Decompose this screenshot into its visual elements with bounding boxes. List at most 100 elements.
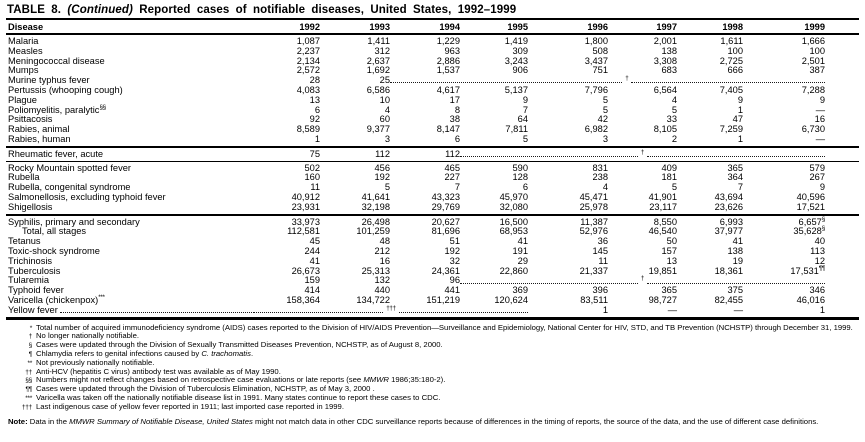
value-cell: 7,288: [801, 84, 825, 95]
value-cell: 23,117: [608, 202, 677, 216]
value-cell: 2,725: [719, 55, 743, 66]
value-cell: 160: [304, 172, 320, 183]
value-cell: 1,692: [366, 65, 390, 76]
value-cell: 2,001: [653, 36, 677, 46]
value-cell: 82,455: [714, 294, 743, 305]
value-cell: 11,387: [580, 216, 608, 227]
footnote: ¶¶ Cases were updated through the Divisio…: [6, 384, 859, 394]
table-row: Tetanus 45 48 51 41 36 50 41 40: [6, 236, 859, 247]
footnote-text: Cases were updated through the Division …: [36, 384, 375, 394]
table-row: Rheumatic fever, acute 75 112 112 †: [6, 146, 859, 162]
value-cell: 112: [320, 146, 390, 162]
disease-label: Meningococcal disease: [8, 55, 105, 66]
value-cell: 41: [517, 236, 528, 247]
value-cell: 6,586: [366, 84, 390, 95]
table-row: Tuberculosis 26,673 25,313 24,361 22,860 21,3…: [6, 265, 859, 277]
disease-label: Psittacosis: [8, 114, 53, 125]
value-cell: 10: [379, 94, 390, 105]
value-cell: 19: [732, 255, 743, 266]
value-cell: 465: [444, 162, 460, 173]
table-section: Rocky Mountain spotted fever 502 456 465 590…: [6, 161, 859, 216]
disease-label: Salmonellosis, excluding typhoid fever: [8, 191, 166, 202]
footnote-text: Not previously nationally notifiable.: [36, 357, 155, 367]
value-cell: 8,550: [653, 216, 677, 227]
note-text-post: might not match data in other CDC survei…: [252, 417, 819, 427]
value-cell: 47: [732, 114, 743, 125]
value-cell: 26,498: [361, 216, 390, 227]
disease-label: Tularemia: [8, 275, 49, 286]
value-cell: 18,361: [714, 265, 743, 276]
value-cell: 831: [592, 162, 608, 173]
value-cell: —: [677, 305, 743, 320]
value-cell: 396: [592, 285, 608, 296]
value-cell: 1,087: [296, 36, 320, 46]
value-cell: 6: [314, 104, 320, 115]
value-cell: 1: [528, 305, 608, 320]
column-header: 1997: [608, 20, 677, 35]
disease-label: Pertussis (whooping cough): [8, 84, 123, 95]
table-row: Rocky Mountain spotted fever 502 456 465 590…: [6, 161, 859, 173]
value-cell: 16: [814, 114, 825, 125]
value-cell: 414: [304, 285, 320, 296]
value-cell: 365: [727, 162, 743, 173]
footnote: ** Not previously nationally notifiable.: [6, 357, 859, 368]
value-cell: 100: [809, 45, 825, 56]
value-cell: 5: [602, 104, 608, 115]
value-cell: 7,796: [584, 84, 608, 95]
footnote: ¶ Chlamydia refers to genital infections …: [6, 348, 859, 359]
disease-label: Malaria: [8, 36, 39, 46]
value-cell: 4: [671, 94, 677, 105]
value-cell: 267: [809, 172, 825, 183]
value-cell: 441: [444, 285, 460, 296]
disease-label: Rabies, human: [6, 134, 254, 148]
value-cell: 128: [512, 172, 528, 183]
value-cell: 369: [512, 285, 528, 296]
value-cell: 6,730: [801, 124, 825, 135]
footnote-marker: §: [821, 225, 826, 233]
value-cell: 191: [512, 245, 528, 256]
column-header: 1998: [677, 20, 743, 35]
table-row: Total, all stages 112,581 101,259 81,696 68,…: [6, 225, 859, 237]
value-cell: 9: [737, 94, 743, 105]
value-cell: 7: [522, 104, 528, 115]
table-row: Varicella (chickenpox)*** 158,364 134,722 1…: [6, 293, 859, 306]
footnote: ††† Last indigenous case of yellow fever …: [6, 401, 859, 412]
table-row: Salmonellosis, excluding typhoid fever 40…: [6, 191, 859, 203]
value-cell: 46,540: [648, 226, 677, 237]
value-cell: 1: [743, 305, 859, 320]
column-header: 1993: [320, 20, 390, 35]
value-cell: 5: [460, 134, 528, 148]
value-cell: 38: [449, 114, 460, 125]
value-cell: 159: [304, 275, 320, 286]
value-cell: 2,637: [366, 55, 390, 66]
value-cell: 151,219: [426, 294, 460, 305]
value-cell: 16: [379, 255, 390, 266]
footnote-marker: †††: [21, 403, 32, 411]
value-cell: 364: [727, 172, 743, 183]
disease-label: Typhoid fever: [8, 285, 64, 296]
value-cell: 1,611: [720, 36, 743, 46]
footnote-text: Last indigenous case of yellow fever rep…: [36, 401, 344, 411]
value-cell: 112,581: [287, 226, 320, 237]
column-header: 1995: [460, 20, 528, 35]
value-cell: 409: [661, 162, 677, 173]
footnote-marker: ***: [98, 293, 105, 301]
value-cell: 24,361: [431, 265, 460, 276]
disease-label: Rocky Mountain spotted fever: [8, 162, 131, 173]
footnote-marker: ¶¶: [25, 386, 33, 394]
value-cell: 40: [814, 236, 825, 247]
value-cell: 96: [449, 275, 460, 286]
value-cell: 145: [592, 245, 608, 256]
value-cell: 75: [254, 146, 320, 162]
value-cell: 42: [597, 114, 608, 125]
value-cell: 2,501: [801, 55, 825, 66]
footnote-marker: **: [27, 359, 32, 367]
value-cell: 2,237: [296, 45, 320, 56]
value-cell: 309: [512, 45, 528, 56]
value-cell: 387: [809, 65, 825, 76]
value-cell: 45,970: [499, 191, 528, 202]
value-cell: 5: [602, 94, 608, 105]
footnote-text: Chlamydia refers to genital infections c…: [36, 348, 254, 358]
value-cell: 17,521: [743, 202, 859, 216]
header-row: Disease 1992 1993 1994 1995 1996 1997 1998 1999: [6, 20, 859, 35]
